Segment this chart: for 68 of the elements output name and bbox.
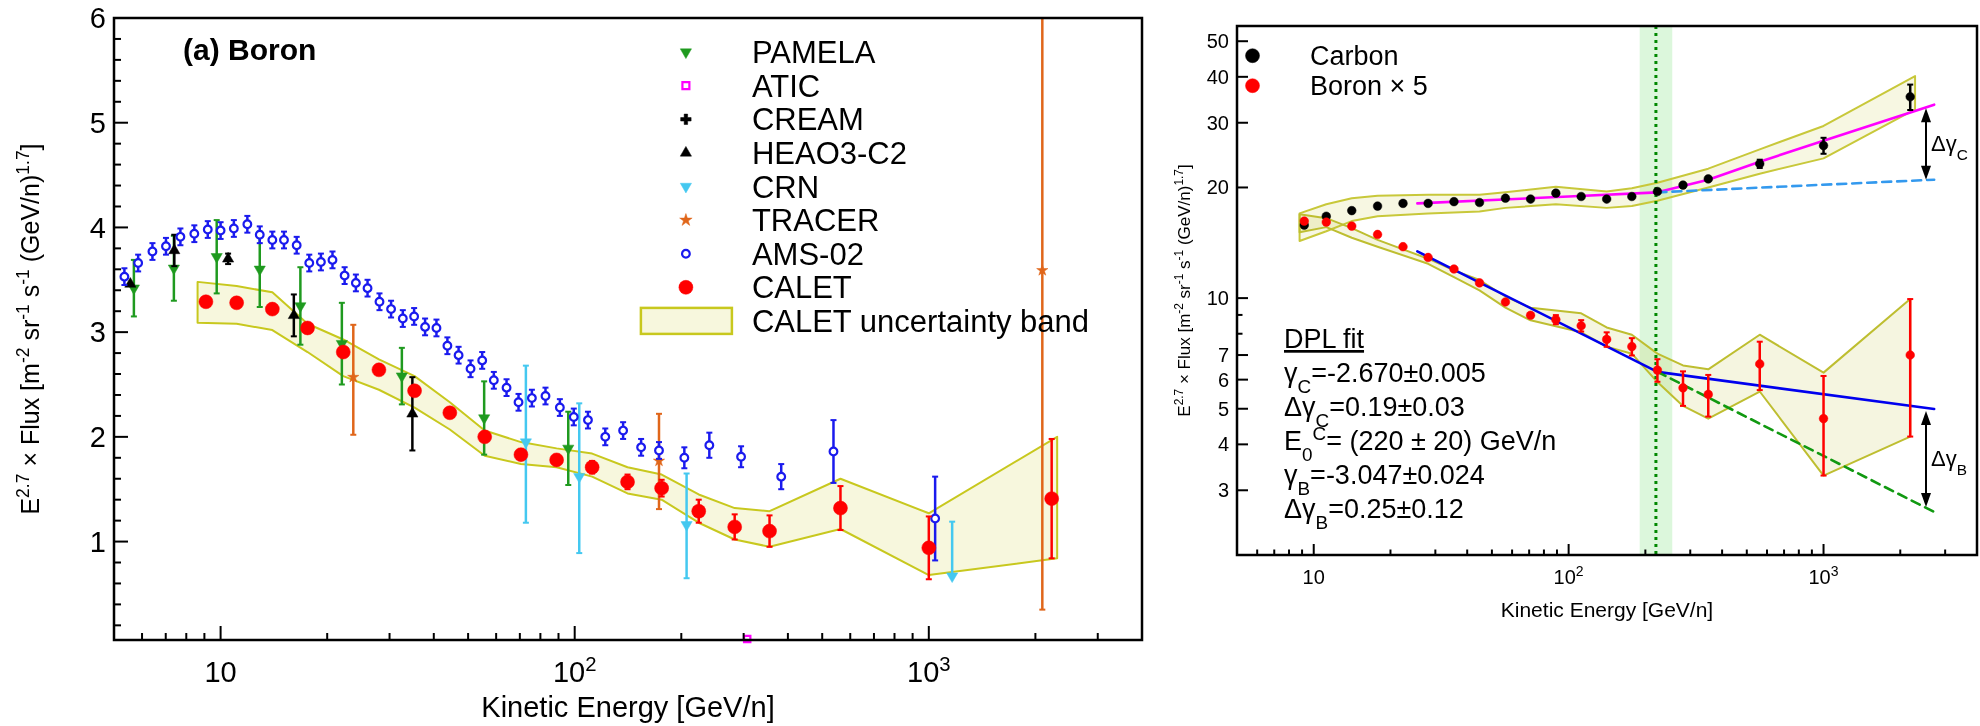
x-tick-label: 10 [204, 656, 237, 689]
y-tick-label: 50 [1206, 30, 1229, 53]
legend-label: Boron × 5 [1310, 71, 1428, 102]
point [1372, 229, 1383, 240]
point [1627, 342, 1637, 352]
point [1652, 365, 1663, 375]
y-tick-label: 4 [1217, 433, 1229, 456]
y-tick-label: 30 [1206, 111, 1229, 134]
point [1347, 221, 1357, 231]
point [1551, 188, 1561, 198]
legend-label: CALET [751, 270, 852, 306]
point [1474, 197, 1485, 208]
point [1449, 264, 1459, 274]
point [1474, 278, 1485, 288]
point [1627, 191, 1637, 202]
y-tick-label: 20 [1206, 176, 1229, 199]
y-tick-label: 6 [1217, 368, 1229, 391]
y-tick-label: 5 [1217, 397, 1229, 420]
legend-label: Carbon [1310, 41, 1399, 72]
y-tick-label: 40 [1206, 65, 1229, 88]
y-tick-label: 3 [1217, 479, 1229, 502]
point [1602, 194, 1612, 204]
point [1525, 194, 1536, 204]
legend-label: AMS-02 [751, 236, 864, 272]
annotation: γ$_{C}$=-2.670±0.005 [1284, 358, 1486, 397]
point [1372, 201, 1383, 211]
y-tick-label: 10 [1206, 287, 1229, 310]
x-tick-label: 10$^{2}$ [552, 653, 597, 689]
point [1500, 193, 1511, 203]
annotation: Δγ$_{C}$ [1931, 130, 1968, 163]
y-tick-label: 3 [89, 316, 106, 349]
point [1398, 242, 1408, 252]
y-tick-label: 4 [89, 211, 106, 244]
annotation: Δγ$_{B}$ [1931, 445, 1967, 478]
y-tick-label: 7 [1217, 344, 1229, 367]
point [1423, 198, 1433, 208]
legend-label: CRN [751, 169, 820, 205]
x-tick-label: 10$^{3}$ [907, 653, 951, 689]
y-tick-label: 1 [89, 525, 106, 558]
legend-label: PAMELA [751, 35, 876, 71]
point [1678, 383, 1688, 393]
legend-label: TRACER [751, 203, 880, 239]
x-axis-title: Kinetic Energy [GeV/n] [1500, 598, 1714, 621]
x-tick-label: 10 [1302, 566, 1325, 588]
text: (a) Boron [183, 33, 317, 66]
legend-label: HEAO3-C2 [751, 136, 907, 172]
point [1423, 252, 1433, 263]
point [1576, 191, 1586, 202]
y-tick-label: 5 [89, 106, 106, 139]
annotation: DPL fit [1284, 324, 1365, 354]
point [1602, 334, 1612, 344]
point [1398, 198, 1408, 208]
y-tick-label: 6 [89, 2, 106, 35]
point [1500, 297, 1511, 307]
legend-label: CREAM [751, 102, 864, 138]
legend-label: ATIC [751, 68, 821, 104]
x-tick-label: 10$^{2}$ [1553, 563, 1584, 588]
point [1449, 197, 1459, 207]
point [1703, 174, 1713, 184]
x-axis-title: Kinetic Energy [GeV/n] [481, 691, 775, 723]
x-tick-label: 10$^{3}$ [1808, 563, 1839, 588]
point [1678, 180, 1688, 190]
point [1321, 217, 1331, 227]
point [1525, 310, 1536, 320]
point [1347, 206, 1357, 216]
point [1652, 186, 1663, 197]
point [1703, 389, 1713, 399]
y-tick-label: 2 [89, 421, 106, 454]
